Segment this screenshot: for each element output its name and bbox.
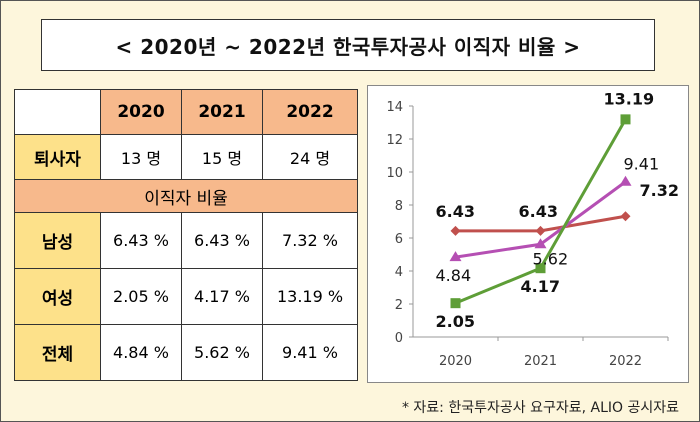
data-label: 4.17: [521, 277, 560, 296]
table-cell: 2.05 %: [100, 268, 182, 325]
page-title: < 2020년 ~ 2022년 한국투자공사 이직자 비율 >: [41, 19, 655, 71]
data-label: 2.05: [436, 312, 475, 331]
row-header-female: 여성: [14, 268, 101, 325]
data-label: 13.19: [604, 89, 655, 108]
y-tick-label: 2: [395, 298, 403, 313]
year-header: 2022: [262, 89, 358, 135]
source-note: * 자료: 한국투자공사 요구자료, ALIO 공시자료: [401, 400, 679, 416]
table-row: 퇴사자 13 명 15 명 24 명: [14, 134, 358, 180]
table-cell: 5.62 %: [181, 324, 263, 381]
y-tick-label: 0: [395, 331, 403, 346]
rate-section-header: 이직자 비율: [14, 179, 358, 213]
table-cell: 4.17 %: [181, 268, 263, 325]
table-row: 이직자 비율: [14, 179, 358, 213]
table-cell: 13 명: [100, 134, 182, 180]
year-header: 2020: [100, 89, 182, 135]
x-tick-label: 2020: [439, 354, 472, 369]
row-header-male: 남성: [14, 212, 101, 269]
data-point: [620, 211, 631, 222]
data-point: [535, 225, 546, 236]
table-row: 남성 6.43 % 6.43 % 7.32 %: [14, 212, 358, 269]
x-tick-label: 2022: [609, 354, 642, 369]
data-table: 2020 2021 2022 퇴사자 13 명 15 명 24 명 이직자 비율…: [14, 89, 358, 381]
row-header-total: 전체: [14, 324, 101, 381]
table-cell: 15 명: [181, 134, 263, 180]
data-point: [450, 298, 461, 309]
data-point: [619, 175, 632, 186]
table-row: 여성 2.05 % 4.17 % 13.19 %: [14, 268, 358, 325]
data-label: 5.62: [533, 249, 569, 268]
data-label: 7.32: [640, 181, 679, 200]
y-tick-label: 6: [395, 232, 403, 247]
y-tick-label: 4: [395, 265, 403, 280]
row-header-retire: 퇴사자: [14, 134, 101, 180]
table-cell: 24 명: [262, 134, 358, 180]
data-point: [449, 251, 462, 262]
table-row: 전체 4.84 % 5.62 % 9.41 %: [14, 324, 358, 381]
table-cell: 6.43 %: [100, 212, 182, 269]
data-point: [620, 114, 631, 125]
data-label: 4.84: [436, 266, 472, 285]
table-corner: [14, 89, 101, 135]
x-tick-label: 2021: [524, 354, 557, 369]
data-label: 6.43: [436, 202, 475, 221]
y-tick-label: 8: [395, 199, 403, 214]
table-cell: 9.41 %: [262, 324, 358, 381]
year-header: 2021: [181, 89, 263, 135]
data-label: 9.41: [624, 155, 660, 174]
table-cell: 13.19 %: [262, 268, 358, 325]
y-tick-label: 12: [386, 133, 403, 148]
data-point: [535, 263, 546, 274]
table-header-row: 2020 2021 2022: [14, 89, 358, 135]
data-point: [450, 225, 461, 236]
y-tick-label: 14: [386, 100, 403, 115]
y-tick-label: 10: [386, 166, 403, 181]
data-label: 6.43: [519, 202, 558, 221]
table-cell: 4.84 %: [100, 324, 182, 381]
chart-panel: 0 2 4 6 8 10 12 14 2020 2021 2022 6.43 6.43 7.32 4.84 5…: [367, 85, 689, 383]
table-cell: 6.43 %: [181, 212, 263, 269]
data-point: [534, 238, 547, 249]
line-chart: 0 2 4 6 8 10 12 14 2020 2021 2022 6.43 6.43 7.32 4.84 5…: [386, 89, 679, 369]
table-cell: 7.32 %: [262, 212, 358, 269]
